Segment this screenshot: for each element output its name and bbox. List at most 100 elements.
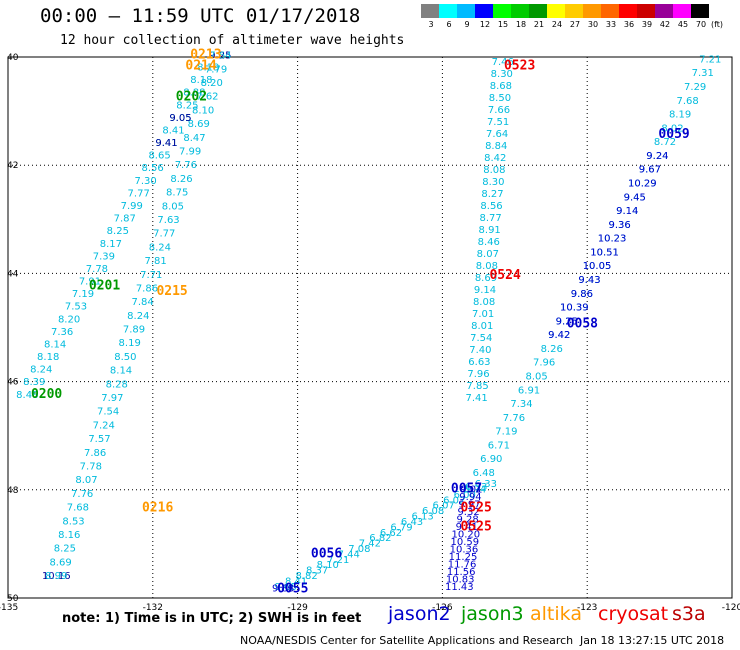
- swh-value: 9.14: [616, 206, 638, 217]
- swh-value: 10.36: [450, 544, 479, 555]
- x-tick-label: -126: [432, 603, 453, 613]
- swh-value: 7.85: [466, 381, 488, 392]
- swh-value: 8.69: [188, 119, 210, 130]
- swh-value: 9.28: [457, 514, 479, 525]
- swh-value: 8.16: [58, 530, 80, 541]
- swh-value: 9.67: [639, 165, 661, 176]
- swh-value: 7.97: [101, 393, 123, 404]
- swh-value: 9.41: [456, 522, 478, 533]
- swh-value: 9.05: [169, 113, 191, 124]
- swh-value: 9.25: [556, 316, 578, 327]
- swh-value: 8.28: [106, 379, 128, 390]
- swh-value: 6.07: [433, 501, 455, 512]
- swh-value: 8.19: [197, 63, 219, 74]
- swh-value: 7.42: [359, 539, 381, 550]
- swh-value: 9.24: [646, 151, 668, 162]
- swh-value: 6.00: [454, 490, 476, 501]
- swh-value: 6.71: [488, 440, 510, 451]
- swh-value: 10.23: [598, 234, 627, 245]
- swh-value: 9.36: [609, 220, 631, 231]
- colorbar-label: 15: [497, 20, 509, 29]
- pass-time-label: 0214: [185, 58, 216, 73]
- swh-value: 8.08: [473, 297, 495, 308]
- legend-jason3: jason3: [461, 603, 524, 625]
- colorbar-label: 3: [428, 20, 434, 29]
- colorbar-label: 21: [533, 20, 545, 29]
- swh-value: 7.77: [153, 229, 175, 240]
- swh-value: 8.20: [201, 78, 223, 89]
- swh-value: 8.18: [190, 75, 212, 86]
- swh-value: 9.42: [548, 330, 570, 341]
- swh-value: 8.77: [479, 213, 501, 224]
- swh-value: 7.76: [175, 160, 197, 171]
- swh-value: 8.05: [525, 372, 547, 383]
- colorbar-label: 30: [587, 20, 599, 29]
- swh-value: 7.40: [469, 345, 491, 356]
- swh-value: 8.20: [58, 314, 80, 325]
- swh-value: 8.25: [54, 544, 76, 555]
- pass-time-label: 0525: [461, 500, 492, 515]
- swh-value: 10.39: [560, 303, 589, 314]
- swh-value: 8.41: [285, 576, 307, 587]
- swh-value: 7.64: [209, 51, 231, 62]
- swh-value: 9.45: [624, 192, 646, 203]
- pass-time-label: 0058: [567, 317, 598, 332]
- swh-value: 8.88: [183, 88, 205, 99]
- legend-altika: altika: [530, 603, 582, 625]
- swh-value: 7.19: [72, 289, 94, 300]
- colorbar: 3 6 9 12 15 18 21 24 27 30 33 36 39 42 45 70 (ft): [421, 4, 728, 34]
- colorbar-label: 36: [623, 20, 635, 29]
- swh-value: 8.99: [45, 571, 67, 582]
- swh-value: 9.14: [616, 206, 638, 217]
- colorbar-label: 42: [659, 20, 671, 29]
- swh-value: 7.41: [465, 393, 487, 404]
- colorbar-swatch: [655, 4, 673, 18]
- swh-value: 10.29: [628, 178, 657, 189]
- swh-value: 8.68: [490, 81, 512, 92]
- pass-time-label: 0202: [176, 89, 207, 104]
- swh-value: 9.45: [624, 192, 646, 203]
- colorbar-label: 12: [479, 20, 491, 29]
- swh-value: 8.75: [166, 188, 188, 199]
- swh-value: 6.02: [443, 495, 465, 506]
- swh-value: 10.05: [583, 261, 612, 272]
- colorbar-label: 18: [515, 20, 527, 29]
- y-tick-label: 42: [7, 161, 18, 171]
- swh-value: 8.17: [100, 239, 122, 250]
- swh-value: 8.48: [16, 390, 38, 401]
- swh-value: 8.10: [192, 105, 214, 116]
- pass-time-label: 0055: [277, 582, 308, 597]
- swh-value: 7.77: [128, 188, 150, 199]
- y-tick-label: 50: [7, 594, 19, 604]
- swh-value: 10.29: [628, 178, 657, 189]
- swh-value: 9.43: [578, 275, 600, 286]
- pass-time-label: 0215: [156, 284, 187, 299]
- swh-value: 6.33: [465, 482, 487, 493]
- pass-time-label: 0523: [504, 58, 535, 73]
- swh-value: 6.79: [390, 522, 412, 533]
- swh-value: 9.41: [155, 138, 177, 149]
- colorbar-swatch: [601, 4, 619, 18]
- colorbar-swatch: [583, 4, 601, 18]
- y-tick-label: 48: [7, 486, 19, 496]
- y-tick-label: 46: [7, 378, 19, 388]
- swh-value: 8.72: [654, 137, 676, 148]
- colorbar-swatch: [565, 4, 583, 18]
- swh-value: 7.51: [487, 117, 509, 128]
- swh-value: 6.48: [473, 468, 495, 479]
- pass-time-label: 0213: [190, 48, 221, 63]
- swh-value: 6.13: [411, 512, 433, 523]
- swh-value: 9.25: [556, 316, 578, 327]
- swh-value: 8.19: [669, 110, 691, 121]
- swh-value: 8.26: [541, 344, 563, 355]
- swh-value: 8.26: [170, 174, 192, 185]
- colorbar-label: 27: [569, 20, 581, 29]
- y-tick-label: 40: [7, 53, 19, 63]
- swh-value: 8.24: [127, 311, 149, 322]
- swh-value: 8.05: [162, 201, 184, 212]
- swh-value: 8.50: [114, 352, 136, 363]
- colorbar-label: 39: [641, 20, 653, 29]
- swh-value: 8.25: [176, 100, 198, 111]
- swh-value: 6.63: [468, 357, 490, 368]
- swh-value: 7.34: [510, 399, 532, 410]
